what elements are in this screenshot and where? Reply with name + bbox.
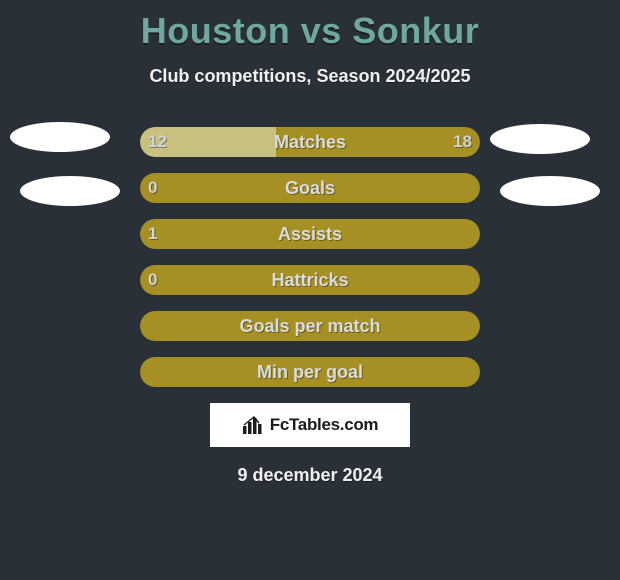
value-left: 12 (148, 127, 167, 157)
brand-text: FcTables.com (270, 415, 379, 435)
date-label: 9 december 2024 (0, 465, 620, 486)
bar-track (140, 357, 480, 387)
bar-full (140, 357, 480, 387)
bar-full (140, 311, 480, 341)
bar-track (140, 219, 480, 249)
stat-row: Assists1 (0, 219, 620, 249)
bar-track (140, 173, 480, 203)
bars-icon (242, 416, 264, 434)
bar-full (140, 219, 480, 249)
bar-track (140, 127, 480, 157)
ellipse-icon (500, 176, 600, 206)
page-title: Houston vs Sonkur (0, 0, 620, 52)
brand-box: FcTables.com (210, 403, 410, 447)
bar-right (276, 127, 480, 157)
comparison-chart: Matches1218Goals0Assists1Hattricks0Goals… (0, 127, 620, 387)
bar-full (140, 173, 480, 203)
value-right: 18 (453, 127, 472, 157)
stat-row: Min per goal (0, 357, 620, 387)
ellipse-icon (20, 176, 120, 206)
value-left: 0 (148, 265, 157, 295)
ellipse-icon (490, 124, 590, 154)
stat-row: Goals per match (0, 311, 620, 341)
value-left: 0 (148, 173, 157, 203)
page-subtitle: Club competitions, Season 2024/2025 (0, 66, 620, 87)
bar-track (140, 311, 480, 341)
stat-row: Hattricks0 (0, 265, 620, 295)
bar-full (140, 265, 480, 295)
value-left: 1 (148, 219, 157, 249)
bar-track (140, 265, 480, 295)
ellipse-icon (10, 122, 110, 152)
